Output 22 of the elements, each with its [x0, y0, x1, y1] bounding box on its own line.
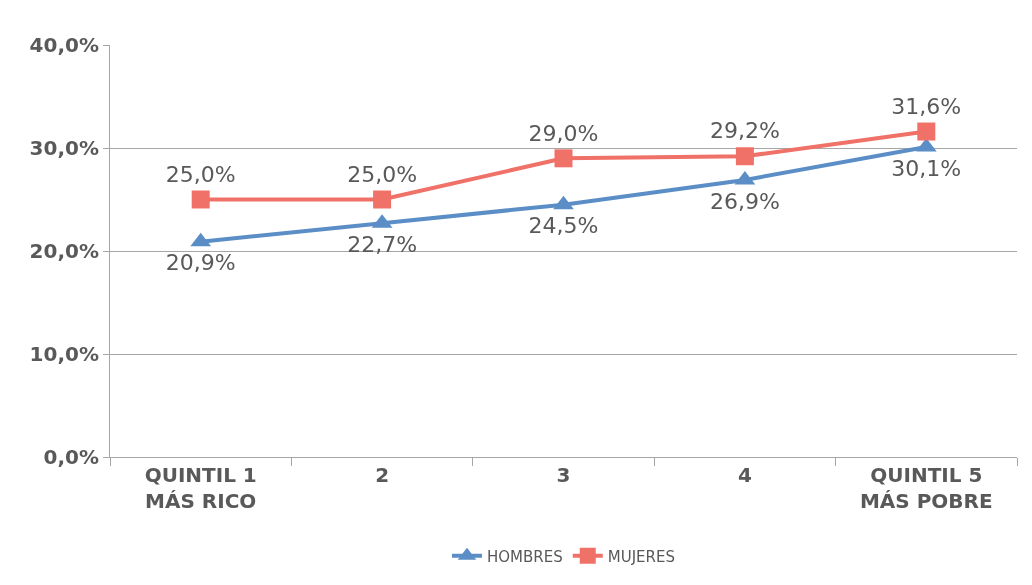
data-label: 31,6% — [891, 93, 962, 119]
data-label: 30,1% — [891, 155, 962, 181]
x-tick-label: 3 — [556, 463, 571, 487]
y-tick-label: 10,0% — [29, 342, 99, 366]
data-label: 22,7% — [347, 231, 418, 257]
y-tick-label: 30,0% — [29, 136, 99, 160]
y-tick-label: 0,0% — [43, 445, 99, 469]
data-label: 20,9% — [165, 250, 236, 276]
legend-label: HOMBRES — [487, 547, 563, 566]
x-tick-label: QUINTIL 5 MÁS POBRE — [859, 463, 993, 513]
data-label: 25,0% — [165, 161, 236, 187]
legend-label: MUJERES — [607, 547, 675, 566]
x-tick-label: 4 — [737, 463, 752, 487]
data-label: 29,0% — [528, 120, 599, 146]
y-tick-label: 40,0% — [29, 33, 99, 57]
data-label: 24,5% — [528, 213, 599, 239]
y-tick-label: 20,0% — [29, 239, 99, 263]
x-tick-label: QUINTIL 1 MÁS RICO — [144, 463, 257, 513]
data-label: 25,0% — [347, 161, 418, 187]
x-tick-label: 2 — [375, 463, 390, 487]
data-label: 26,9% — [709, 188, 780, 214]
data-label: 29,2% — [709, 118, 780, 144]
